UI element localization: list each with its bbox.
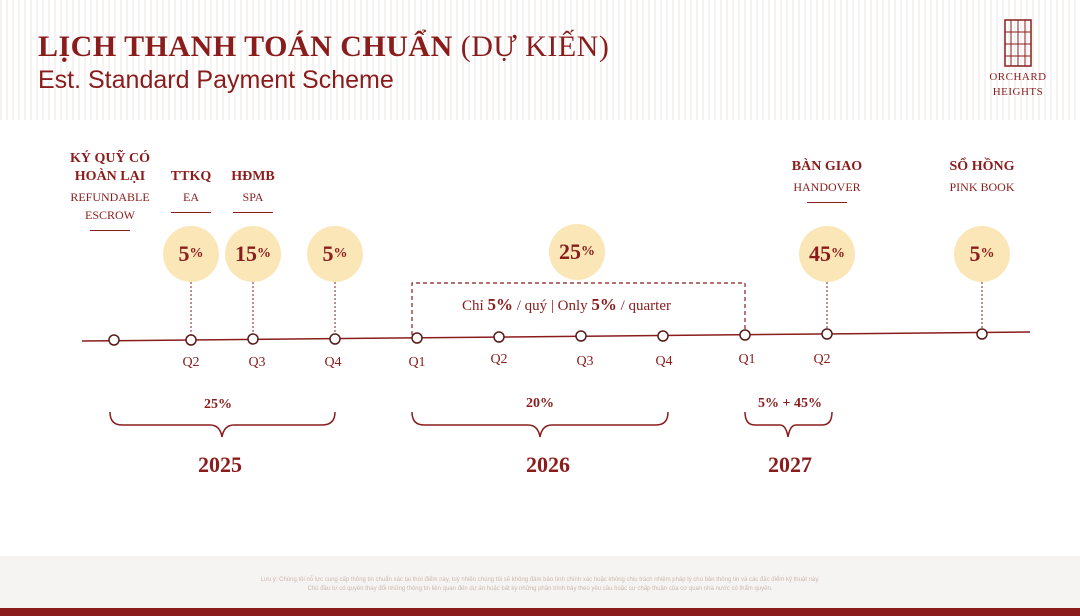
bubble-percent-sign: % xyxy=(581,244,595,259)
payment-bubble-installment: 25% xyxy=(549,224,605,280)
title-qualifier: (DỰ KIẾN) xyxy=(460,30,610,63)
logo-line-1: ORCHARD xyxy=(989,71,1047,83)
milestone-hdmb-en: SPA xyxy=(242,190,264,204)
milestone-escrow-vn-2: HOÀN LẠI xyxy=(74,169,146,184)
milestone-escrow-rule xyxy=(90,230,130,231)
brace-2026 xyxy=(411,411,669,438)
bubble-value: 5 xyxy=(178,241,190,266)
footer-band xyxy=(0,556,1080,608)
milestone-hdmb-rule xyxy=(233,212,273,213)
timeline-node-q4-2025 xyxy=(329,333,341,345)
bubble-value: 15 xyxy=(235,241,257,266)
bubble-percent-sign: % xyxy=(257,246,271,261)
page-title: LỊCH THANH TOÁN CHUẨN (DỰ KIẾN) xyxy=(38,30,609,64)
milestone-pinkbook: SỔ HỒNG PINK BOOK xyxy=(932,158,1032,196)
quarter-label: Q3 xyxy=(576,354,594,369)
bottom-accent-bar xyxy=(0,608,1080,616)
group-percent-2026: 20% xyxy=(526,396,554,411)
bubble-value: 25 xyxy=(559,239,581,264)
quarter-label: Q4 xyxy=(655,354,673,369)
timeline-node-q3-2026 xyxy=(575,330,587,342)
quarter-label: Q4 xyxy=(324,355,342,370)
year-label-2026: 2026 xyxy=(526,452,570,477)
bubble-value: 45 xyxy=(809,241,831,266)
logo-line-2: HEIGHTS xyxy=(992,86,1044,98)
installment-bracket xyxy=(411,282,746,335)
milestone-escrow-en: REFUNDABLE xyxy=(70,190,150,204)
payment-bubble-q4-2025: 5% xyxy=(307,226,363,282)
title-main: LỊCH THANH TOÁN CHUẨN xyxy=(38,30,453,63)
orchard-heights-logo-icon xyxy=(1004,19,1032,67)
timeline-node-q3-2025 xyxy=(247,333,259,345)
timeline-node-q2-2025 xyxy=(185,334,197,346)
brace-2025 xyxy=(109,411,336,438)
timeline-node-q1-2026 xyxy=(411,332,423,344)
brace-2027 xyxy=(744,411,833,438)
milestone-handover: BÀN GIAO HANDOVER xyxy=(777,158,877,203)
milestone-pinkbook-vn: SỔ HỒNG xyxy=(949,159,1015,174)
bubble-value: 5 xyxy=(969,241,981,266)
note-part-2: / quý | Only xyxy=(512,298,592,314)
group-percent-2027: 5% + 45% xyxy=(758,396,822,411)
year-label-2025: 2025 xyxy=(198,452,242,477)
note-rate-en: 5% xyxy=(591,295,617,314)
payment-bubble-handover: 45% xyxy=(799,226,855,282)
milestone-hdmb: HĐMB SPA xyxy=(223,168,283,213)
milestone-ttkq-en: EA xyxy=(183,190,199,204)
timeline-node-q2-2027 xyxy=(821,328,833,340)
payment-bubble-pinkbook: 5% xyxy=(954,226,1010,282)
payment-bubble-ttkq: 5% xyxy=(163,226,219,282)
milestone-handover-en: HANDOVER xyxy=(793,180,861,194)
timeline-node-q1-2027 xyxy=(739,329,751,341)
milestone-hdmb-vn: HĐMB xyxy=(231,169,275,184)
milestone-handover-rule xyxy=(807,202,847,203)
milestone-ttkq: TTKQ EA xyxy=(161,168,221,213)
disclaimer-line-1: Lưu ý: Chúng tôi nỗ lực cung cấp thông t… xyxy=(260,577,820,583)
header-band xyxy=(0,0,1080,120)
milestone-escrow: KÝ QUỸ CÓ HOÀN LẠI REFUNDABLE ESCROW xyxy=(60,150,160,231)
milestone-ttkq-rule xyxy=(171,212,211,213)
timeline-axis xyxy=(81,331,1031,342)
note-rate-vn: 5% xyxy=(487,295,513,314)
milestone-handover-vn: BÀN GIAO xyxy=(791,159,863,174)
group-percent-2025: 25% xyxy=(204,397,232,412)
milestone-pinkbook-en: PINK BOOK xyxy=(949,180,1015,194)
quarter-label: Q1 xyxy=(408,355,426,370)
bubble-percent-sign: % xyxy=(980,246,995,261)
quarter-label: Q2 xyxy=(813,352,831,367)
timeline-node-q4-2026 xyxy=(657,330,669,342)
quarter-label: Q1 xyxy=(738,352,756,367)
installment-note: Chỉ 5% / quý | Only 5% / quarter xyxy=(462,295,671,315)
quarter-label: Q3 xyxy=(248,355,266,370)
milestone-escrow-vn: KÝ QUỸ CÓ xyxy=(69,151,151,166)
bubble-percent-sign: % xyxy=(333,246,348,261)
disclaimer-line-2: Chủ đầu tư có quyền thay đổi những thông… xyxy=(307,586,773,592)
page-subtitle: Est. Standard Payment Scheme xyxy=(38,66,394,94)
brand-logo: ORCHARD HEIGHTS xyxy=(978,18,1058,98)
year-label-2027: 2027 xyxy=(768,452,812,477)
note-part-3: / quarter xyxy=(616,298,671,314)
bubble-percent-sign: % xyxy=(831,246,845,261)
timeline-node-pinkbook xyxy=(976,328,988,340)
timeline-node-escrow xyxy=(108,334,120,346)
disclaimer: Lưu ý: Chúng tôi nỗ lực cung cấp thông t… xyxy=(170,576,910,594)
milestone-ttkq-vn: TTKQ xyxy=(170,169,212,184)
payment-bubble-hdmb: 15% xyxy=(225,226,281,282)
note-part-1: Chỉ xyxy=(462,298,488,314)
quarter-label: Q2 xyxy=(490,352,508,367)
quarter-label: Q2 xyxy=(182,355,200,370)
milestone-escrow-en-2: ESCROW xyxy=(84,208,135,222)
timeline-node-q2-2026 xyxy=(493,331,505,343)
bubble-percent-sign: % xyxy=(189,246,204,261)
bubble-value: 5 xyxy=(322,241,334,266)
